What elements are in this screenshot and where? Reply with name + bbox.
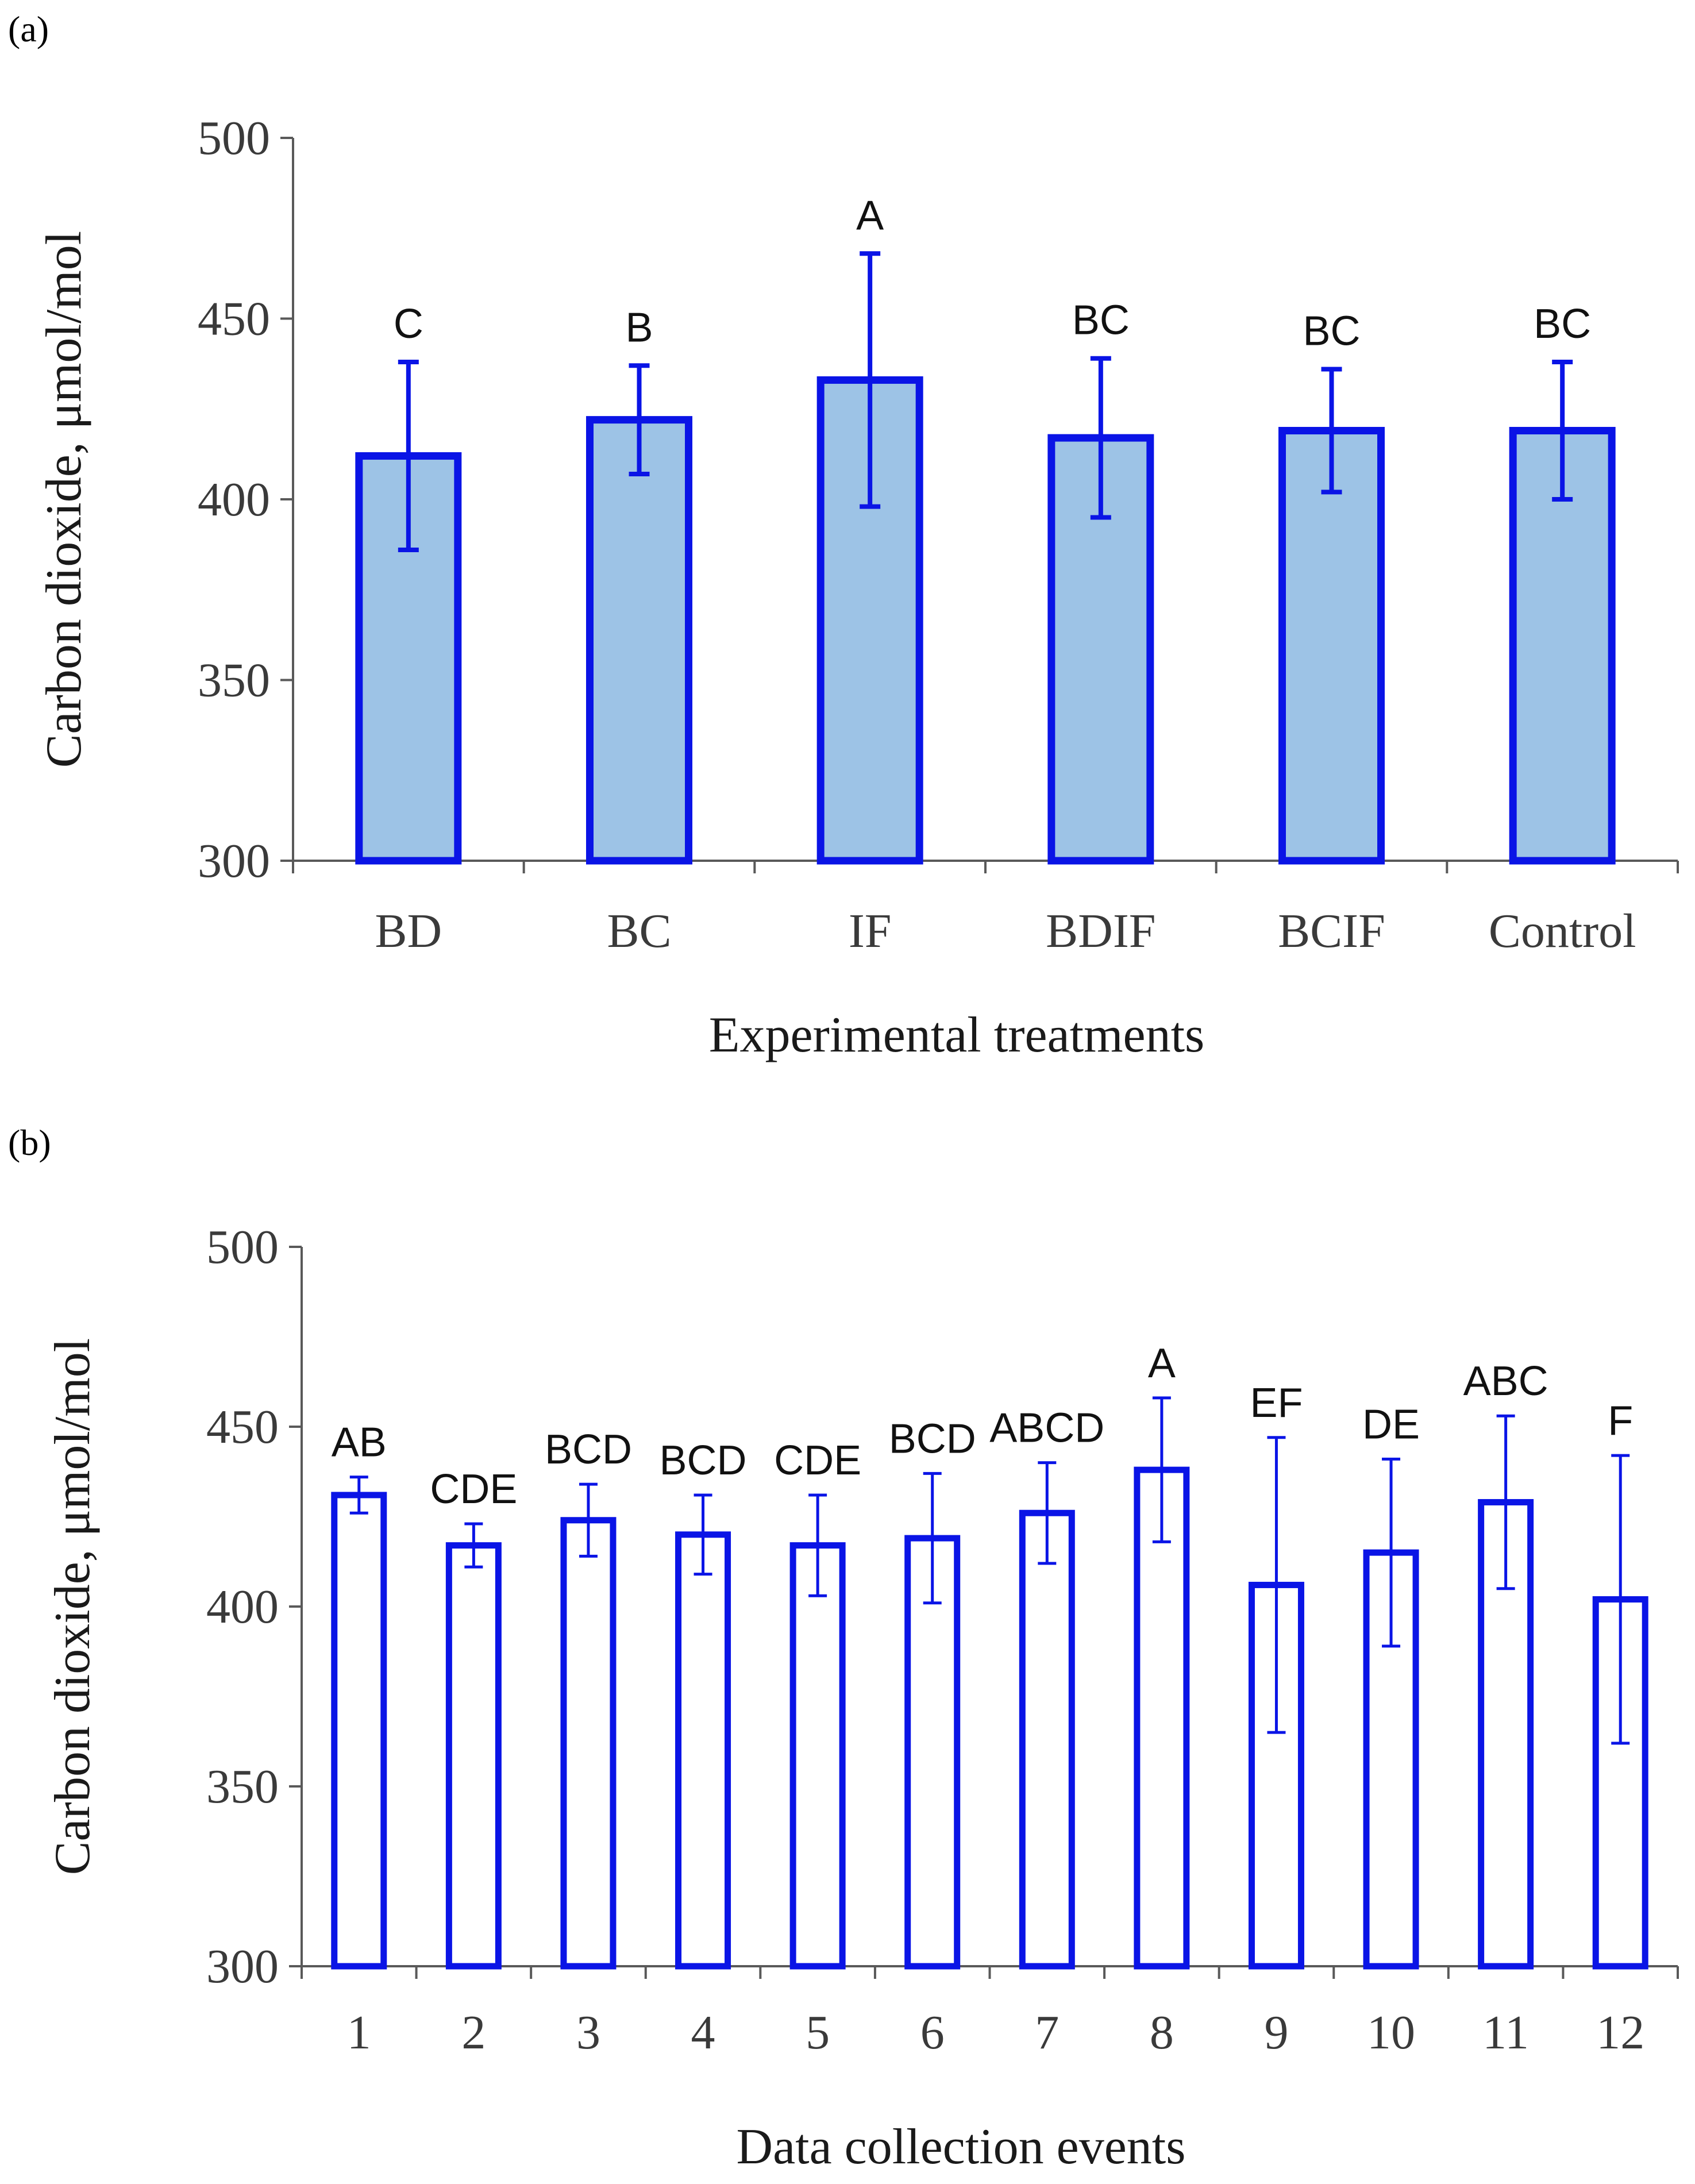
significance-letter-8: A <box>1148 1341 1176 1386</box>
significance-letter-Control: BC <box>1534 301 1591 347</box>
bar-5 <box>789 1542 846 1970</box>
panel-a-chart: (a) 500 450 400 350 300 C BD B BC A IF BC BDIF BC BCIF B… <box>8 9 1679 1063</box>
y-tick-label: 350 <box>206 1760 279 1813</box>
y-tick-label: 350 <box>198 654 270 707</box>
significance-letter-BD: C <box>394 301 423 347</box>
y-tick-label: 300 <box>198 834 270 888</box>
significance-letter-4: BCD <box>660 1438 747 1484</box>
x-tick-label-1: 1 <box>347 2006 371 2059</box>
y-tick-label: 400 <box>206 1580 279 1634</box>
y-axis-title: Carbon dioxide, μmol/mol <box>36 231 92 768</box>
y-tick-label: 450 <box>198 292 270 346</box>
x-tick-label-IF: IF <box>849 904 892 958</box>
x-tick-label-10: 10 <box>1367 2006 1415 2059</box>
significance-letter-11: ABC <box>1463 1358 1548 1404</box>
bar-8 <box>1134 1466 1190 1970</box>
significance-letter-12: F <box>1608 1398 1633 1444</box>
x-tick-label-4: 4 <box>691 2006 715 2059</box>
x-tick-label-7: 7 <box>1035 2006 1059 2059</box>
x-tick-label-12: 12 <box>1596 2006 1644 2059</box>
significance-letter-2: CDE <box>430 1466 517 1512</box>
x-tick-label-3: 3 <box>576 2006 600 2059</box>
bar-4 <box>675 1531 731 1970</box>
x-tick-label-BD: BD <box>375 904 442 958</box>
y-tick-label: 300 <box>206 1940 279 1993</box>
x-tick-label-Control: Control <box>1489 904 1636 958</box>
x-tick-label-6: 6 <box>920 2006 945 2059</box>
y-axis-title: Carbon dioxide, μmol/mol <box>45 1338 101 1875</box>
significance-letter-1: AB <box>332 1420 387 1466</box>
significance-letter-BC: B <box>625 305 653 350</box>
x-axis-title: Experimental treatments <box>709 1007 1205 1063</box>
significance-letter-IF: A <box>856 192 884 238</box>
panel-b-label: (b) <box>8 1122 51 1163</box>
significance-letter-9: EF <box>1250 1380 1303 1426</box>
x-tick-label-BC: BC <box>607 904 671 958</box>
significance-letter-3: BCD <box>545 1427 632 1473</box>
x-axis-title: Data collection events <box>737 2119 1186 2175</box>
y-tick-label: 450 <box>206 1400 279 1454</box>
significance-letter-5: CDE <box>774 1438 861 1484</box>
x-tick-label-9: 9 <box>1264 2006 1288 2059</box>
significance-letter-7: ABCD <box>989 1405 1104 1451</box>
bar-BD <box>355 452 462 865</box>
x-tick-label-2: 2 <box>461 2006 486 2059</box>
bar-7 <box>1019 1509 1075 1970</box>
bar-2 <box>445 1542 502 1970</box>
panel-a-label: (a) <box>8 9 49 49</box>
y-tick-label: 500 <box>206 1220 279 1274</box>
x-tick-label-BCIF: BCIF <box>1278 904 1385 958</box>
significance-letter-6: BCD <box>889 1416 976 1462</box>
x-tick-label-5: 5 <box>806 2006 830 2059</box>
y-tick-label: 500 <box>198 111 270 165</box>
y-tick-label: 400 <box>198 473 270 526</box>
x-tick-label-11: 11 <box>1482 2006 1529 2059</box>
panel-b-chart: (b) 500 450 400 350 300 AB 1 CDE 2 BCD 3 BCD 4 CDE 5 BCD… <box>8 1122 1679 2175</box>
bar-BCIF <box>1278 426 1385 865</box>
bar-3 <box>560 1517 617 1970</box>
bar-BC <box>586 416 692 865</box>
significance-letter-BCIF: BC <box>1303 309 1360 355</box>
x-tick-label-8: 8 <box>1150 2006 1174 2059</box>
significance-letter-BDIF: BC <box>1072 298 1130 344</box>
significance-letter-10: DE <box>1362 1401 1420 1447</box>
bar-1 <box>331 1492 387 1970</box>
x-tick-label-BDIF: BDIF <box>1046 904 1155 958</box>
